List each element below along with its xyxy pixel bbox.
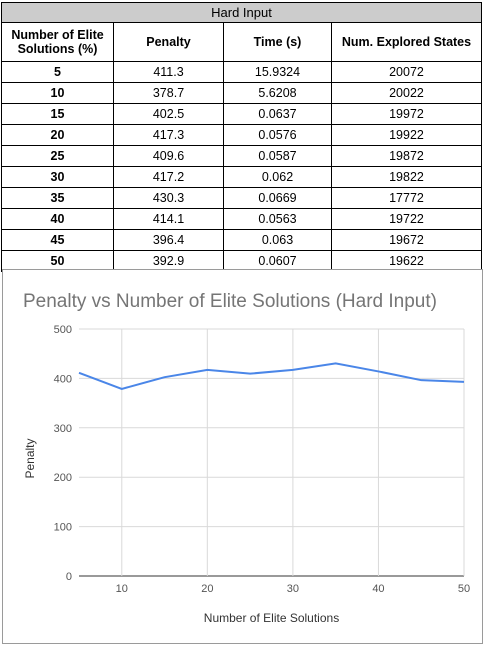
table-cell: 19722 (331, 208, 482, 230)
x-tick-label: 30 (287, 583, 299, 595)
table-row: 25 409.6 0.0587 19872 (1, 145, 482, 167)
header-explored-states: Num. Explored States (331, 22, 482, 62)
x-tick-label: 10 (116, 583, 128, 595)
table-cell: 430.3 (113, 187, 224, 209)
table-cell: 0.0563 (223, 208, 332, 230)
header-penalty: Penalty (113, 22, 224, 62)
table-row: 10 378.7 5.6208 20022 (1, 82, 482, 104)
table-cell: 0.063 (223, 229, 332, 251)
y-tick-label: 100 (54, 522, 72, 534)
x-tick-label: 40 (372, 583, 384, 595)
table-cell: 0.0576 (223, 124, 332, 146)
table-cell: 417.3 (113, 124, 224, 146)
table-cell: 20022 (331, 82, 482, 104)
table-row: 20 417.3 0.0576 19922 (1, 124, 482, 146)
penalty-line-chart: Penalty vs Number of Elite Solutions (Ha… (23, 291, 470, 625)
table-cell: 20 (1, 124, 114, 146)
penalty-series-line (78, 362, 465, 390)
table-cell: 19672 (331, 229, 482, 251)
table-cell: 19972 (331, 103, 482, 125)
table-row: 30 417.2 0.062 19822 (1, 166, 482, 188)
table-cell: 30 (1, 166, 114, 188)
table-cell: 20072 (331, 61, 482, 83)
table-cell: 19822 (331, 166, 482, 188)
table-cell: 15 (1, 103, 114, 125)
y-tick-label: 200 (54, 472, 72, 484)
grid-lines (79, 328, 465, 577)
table-cell: 0.0637 (223, 103, 332, 125)
y-tick-label: 300 (54, 423, 72, 435)
table-cell: 0.062 (223, 166, 332, 188)
table-cell: 15.9324 (223, 61, 332, 83)
table-cell: 19922 (331, 124, 482, 146)
y-tick-label: 500 (54, 324, 72, 336)
chart-title: Penalty vs Number of Elite Solutions (Ha… (23, 291, 437, 312)
table-cell: 5.6208 (223, 82, 332, 104)
table-title: Hard Input (1, 2, 482, 23)
x-tick-label: 20 (201, 583, 213, 595)
table-cell: 417.2 (113, 166, 224, 188)
results-table: Hard Input Number of Elite Solutions (%)… (1, 2, 482, 272)
tick-labels: 0 100 200 300 400 500 10 20 30 40 50 (54, 324, 470, 595)
table-row: 45 396.4 0.063 19672 (1, 229, 482, 251)
header-time: Time (s) (223, 22, 332, 62)
table-cell: 25 (1, 145, 114, 167)
x-axis-label: Number of Elite Solutions (204, 611, 339, 625)
table-cell: 35 (1, 187, 114, 209)
table-row: 15 402.5 0.0637 19972 (1, 103, 482, 125)
table-cell: 411.3 (113, 61, 224, 83)
table-row: 35 430.3 0.0669 17772 (1, 187, 482, 209)
table-cell: 414.1 (113, 208, 224, 230)
table-cell: 378.7 (113, 82, 224, 104)
table-cell: 0.0587 (223, 145, 332, 167)
header-elite-solutions: Number of Elite Solutions (%) (1, 22, 114, 62)
table-cell: 17772 (331, 187, 482, 209)
table-cell: 392.9 (113, 250, 224, 272)
table-cell: 10 (1, 82, 114, 104)
table-cell: 409.6 (113, 145, 224, 167)
y-axis-label: Penalty (23, 438, 37, 478)
table-cell: 402.5 (113, 103, 224, 125)
table-row: 40 414.1 0.0563 19722 (1, 208, 482, 230)
x-tick-label: 50 (458, 583, 470, 595)
table-cell: 19872 (331, 145, 482, 167)
table-row: 5 411.3 15.9324 20072 (1, 61, 482, 83)
y-tick-label: 400 (54, 373, 72, 385)
table-cell: 45 (1, 229, 114, 251)
table-cell: 5 (1, 61, 114, 83)
y-tick-label: 0 (66, 571, 72, 583)
table-cell: 0.0669 (223, 187, 332, 209)
table-cell: 40 (1, 208, 114, 230)
chart-container: Penalty vs Number of Elite Solutions (Ha… (2, 269, 483, 644)
table-cell: 396.4 (113, 229, 224, 251)
